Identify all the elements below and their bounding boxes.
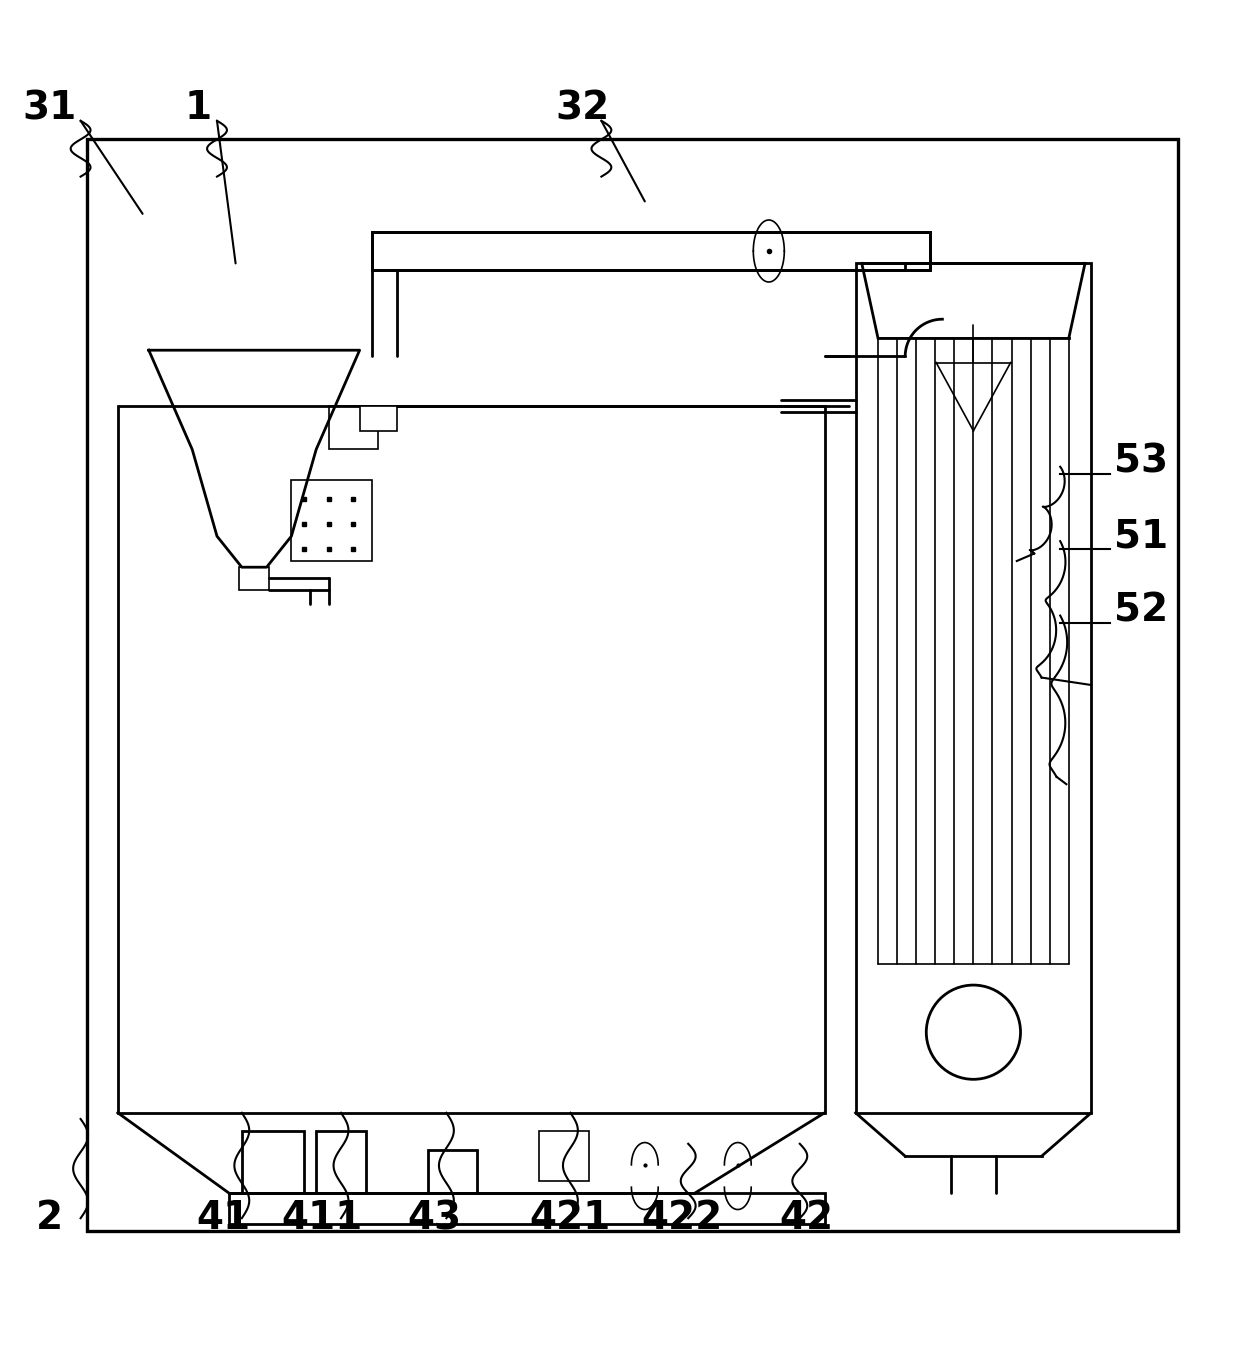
Bar: [372, 233, 930, 270]
Bar: [372, 233, 930, 270]
Text: 41: 41: [196, 1199, 250, 1237]
Bar: [856, 263, 1091, 1112]
Text: 52: 52: [1114, 592, 1168, 630]
Text: 411: 411: [281, 1199, 363, 1237]
Bar: [316, 1132, 366, 1193]
Bar: [291, 481, 372, 560]
Bar: [229, 1193, 825, 1225]
Text: 2: 2: [36, 1199, 63, 1237]
Bar: [242, 1132, 304, 1193]
Bar: [539, 1132, 589, 1181]
Text: 422: 422: [641, 1199, 723, 1237]
Text: 421: 421: [529, 1199, 611, 1237]
Bar: [428, 1149, 477, 1193]
Bar: [239, 567, 269, 589]
Text: 1: 1: [185, 89, 212, 127]
Text: 31: 31: [22, 89, 77, 127]
Bar: [87, 140, 1178, 1230]
Bar: [118, 406, 825, 1112]
Text: 43: 43: [407, 1199, 461, 1237]
Text: 42: 42: [779, 1199, 833, 1237]
Bar: [360, 406, 397, 430]
Text: 32: 32: [556, 89, 610, 127]
Text: 53: 53: [1114, 443, 1168, 481]
Bar: [329, 406, 378, 449]
Text: 51: 51: [1114, 518, 1168, 555]
